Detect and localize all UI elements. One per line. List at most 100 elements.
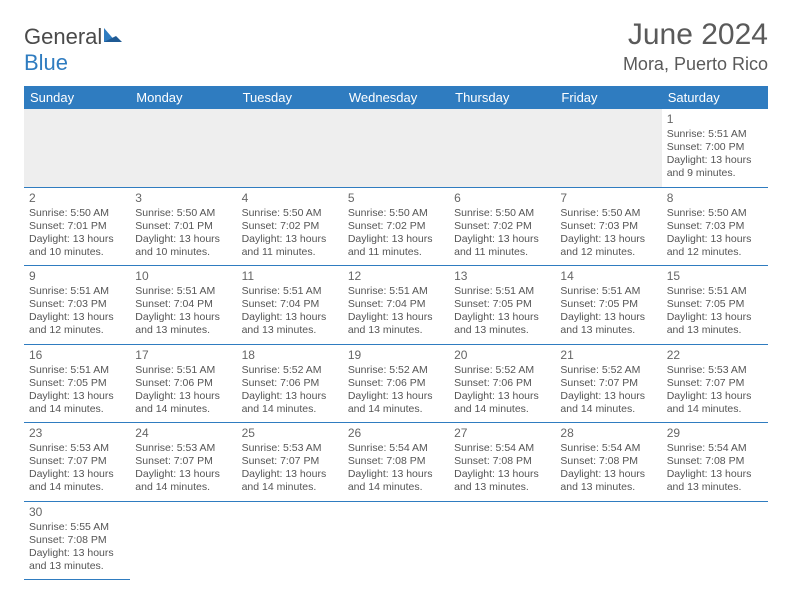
- daylight-line: Daylight: 13 hours and 11 minutes.: [454, 233, 550, 259]
- sunrise-line: Sunrise: 5:51 AM: [560, 285, 656, 298]
- brand-name: GeneralBlue: [24, 24, 124, 76]
- daylight-line: Daylight: 13 hours and 14 minutes.: [135, 390, 231, 416]
- daylight-line: Daylight: 13 hours and 9 minutes.: [667, 154, 763, 180]
- weekday-header: Saturday: [662, 86, 768, 109]
- day-cell: 26Sunrise: 5:54 AMSunset: 7:08 PMDayligh…: [343, 423, 449, 502]
- daylight-line: Daylight: 13 hours and 14 minutes.: [242, 390, 338, 416]
- day-number: 21: [560, 348, 656, 363]
- sunrise-line: Sunrise: 5:54 AM: [667, 442, 763, 455]
- day-cell: 22Sunrise: 5:53 AMSunset: 7:07 PMDayligh…: [662, 344, 768, 423]
- day-number: 15: [667, 269, 763, 284]
- weekday-header: Monday: [130, 86, 236, 109]
- sunset-line: Sunset: 7:08 PM: [560, 455, 656, 468]
- calendar-week-row: 2 Sunrise: 5:50 AM Sunset: 7:01 PM Daylight…: [24, 187, 768, 266]
- day-number: 10: [135, 269, 231, 284]
- brand-part2: Blue: [24, 50, 68, 75]
- day-cell: 15Sunrise: 5:51 AMSunset: 7:05 PMDayligh…: [662, 266, 768, 345]
- day-number: 16: [29, 348, 125, 363]
- daylight-line: Daylight: 13 hours and 13 minutes.: [454, 468, 550, 494]
- day-number: 17: [135, 348, 231, 363]
- empty-cell: [237, 501, 343, 580]
- day-cell: 2Sunrise: 5:50 AMSunset: 7:01 PMDaylight…: [24, 187, 130, 266]
- day-number: 27: [454, 426, 550, 441]
- daylight-line: Daylight: 13 hours and 13 minutes.: [135, 311, 231, 337]
- day-cell: 24Sunrise: 5:53 AMSunset: 7:07 PMDayligh…: [130, 423, 236, 502]
- weekday-header: Friday: [555, 86, 661, 109]
- day-cell: 5Sunrise: 5:50 AMSunset: 7:02 PMDaylight…: [343, 187, 449, 266]
- day-number: 6: [454, 191, 550, 206]
- daylight-line: Daylight: 13 hours and 13 minutes.: [667, 468, 763, 494]
- day-number: 12: [348, 269, 444, 284]
- title-block: June 2024 Mora, Puerto Rico: [623, 18, 768, 75]
- daylight-line: Daylight: 13 hours and 13 minutes.: [454, 311, 550, 337]
- sunset-line: Sunset: 7:02 PM: [348, 220, 444, 233]
- sunrise-line: Sunrise: 5:54 AM: [348, 442, 444, 455]
- day-cell: 25Sunrise: 5:53 AMSunset: 7:07 PMDayligh…: [237, 423, 343, 502]
- day-number: 1: [667, 112, 763, 127]
- day-cell: 4Sunrise: 5:50 AMSunset: 7:02 PMDaylight…: [237, 187, 343, 266]
- daylight-line: Daylight: 13 hours and 13 minutes.: [560, 311, 656, 337]
- daylight-line: Daylight: 13 hours and 13 minutes.: [242, 311, 338, 337]
- day-number: 7: [560, 191, 656, 206]
- day-cell: 9Sunrise: 5:51 AMSunset: 7:03 PMDaylight…: [24, 266, 130, 345]
- day-cell: 21Sunrise: 5:52 AMSunset: 7:07 PMDayligh…: [555, 344, 661, 423]
- day-number: 5: [348, 191, 444, 206]
- day-cell: 28Sunrise: 5:54 AMSunset: 7:08 PMDayligh…: [555, 423, 661, 502]
- day-cell: 20Sunrise: 5:52 AMSunset: 7:06 PMDayligh…: [449, 344, 555, 423]
- weekday-header: Thursday: [449, 86, 555, 109]
- sunset-line: Sunset: 7:06 PM: [348, 377, 444, 390]
- daylight-line: Daylight: 13 hours and 14 minutes.: [29, 468, 125, 494]
- sunset-line: Sunset: 7:05 PM: [667, 298, 763, 311]
- sunset-line: Sunset: 7:03 PM: [667, 220, 763, 233]
- sunrise-line: Sunrise: 5:51 AM: [29, 285, 125, 298]
- calendar-page: GeneralBlue June 2024 Mora, Puerto Rico …: [0, 0, 792, 598]
- sunrise-line: Sunrise: 5:51 AM: [454, 285, 550, 298]
- day-cell: 8Sunrise: 5:50 AMSunset: 7:03 PMDaylight…: [662, 187, 768, 266]
- sunset-line: Sunset: 7:05 PM: [454, 298, 550, 311]
- day-number: 18: [242, 348, 338, 363]
- sunrise-line: Sunrise: 5:53 AM: [29, 442, 125, 455]
- day-number: 23: [29, 426, 125, 441]
- sunrise-line: Sunrise: 5:50 AM: [454, 207, 550, 220]
- daylight-line: Daylight: 13 hours and 13 minutes.: [29, 547, 125, 573]
- sunrise-line: Sunrise: 5:50 AM: [560, 207, 656, 220]
- empty-cell: [24, 109, 130, 187]
- empty-cell: [662, 501, 768, 580]
- day-number: 22: [667, 348, 763, 363]
- sunrise-line: Sunrise: 5:51 AM: [135, 364, 231, 377]
- sunrise-line: Sunrise: 5:50 AM: [242, 207, 338, 220]
- weekday-header: Sunday: [24, 86, 130, 109]
- day-number: 13: [454, 269, 550, 284]
- calendar-table: SundayMondayTuesdayWednesdayThursdayFrid…: [24, 86, 768, 580]
- sunrise-line: Sunrise: 5:52 AM: [560, 364, 656, 377]
- calendar-week-row: 9Sunrise: 5:51 AMSunset: 7:03 PMDaylight…: [24, 266, 768, 345]
- empty-cell: [237, 109, 343, 187]
- sunset-line: Sunset: 7:07 PM: [29, 455, 125, 468]
- sunrise-line: Sunrise: 5:53 AM: [135, 442, 231, 455]
- sunrise-line: Sunrise: 5:53 AM: [667, 364, 763, 377]
- daylight-line: Daylight: 13 hours and 13 minutes.: [348, 311, 444, 337]
- day-number: 3: [135, 191, 231, 206]
- daylight-line: Daylight: 13 hours and 14 minutes.: [242, 468, 338, 494]
- day-number: 20: [454, 348, 550, 363]
- calendar-week-row: 30Sunrise: 5:55 AMSunset: 7:08 PMDayligh…: [24, 501, 768, 580]
- sunset-line: Sunset: 7:01 PM: [135, 220, 231, 233]
- sunset-line: Sunset: 7:06 PM: [454, 377, 550, 390]
- day-cell: 7Sunrise: 5:50 AMSunset: 7:03 PMDaylight…: [555, 187, 661, 266]
- day-cell: 3Sunrise: 5:50 AMSunset: 7:01 PMDaylight…: [130, 187, 236, 266]
- sunset-line: Sunset: 7:00 PM: [667, 141, 763, 154]
- day-number: 2: [29, 191, 125, 206]
- sunset-line: Sunset: 7:06 PM: [242, 377, 338, 390]
- sunrise-line: Sunrise: 5:54 AM: [560, 442, 656, 455]
- sunrise-line: Sunrise: 5:51 AM: [667, 285, 763, 298]
- day-number: 26: [348, 426, 444, 441]
- sunset-line: Sunset: 7:04 PM: [135, 298, 231, 311]
- sunset-line: Sunset: 7:07 PM: [560, 377, 656, 390]
- daylight-line: Daylight: 13 hours and 12 minutes.: [560, 233, 656, 259]
- day-cell: 13Sunrise: 5:51 AMSunset: 7:05 PMDayligh…: [449, 266, 555, 345]
- weekday-header: Tuesday: [237, 86, 343, 109]
- sunrise-line: Sunrise: 5:50 AM: [667, 207, 763, 220]
- sunrise-line: Sunrise: 5:51 AM: [348, 285, 444, 298]
- weekday-header: Wednesday: [343, 86, 449, 109]
- sunset-line: Sunset: 7:08 PM: [454, 455, 550, 468]
